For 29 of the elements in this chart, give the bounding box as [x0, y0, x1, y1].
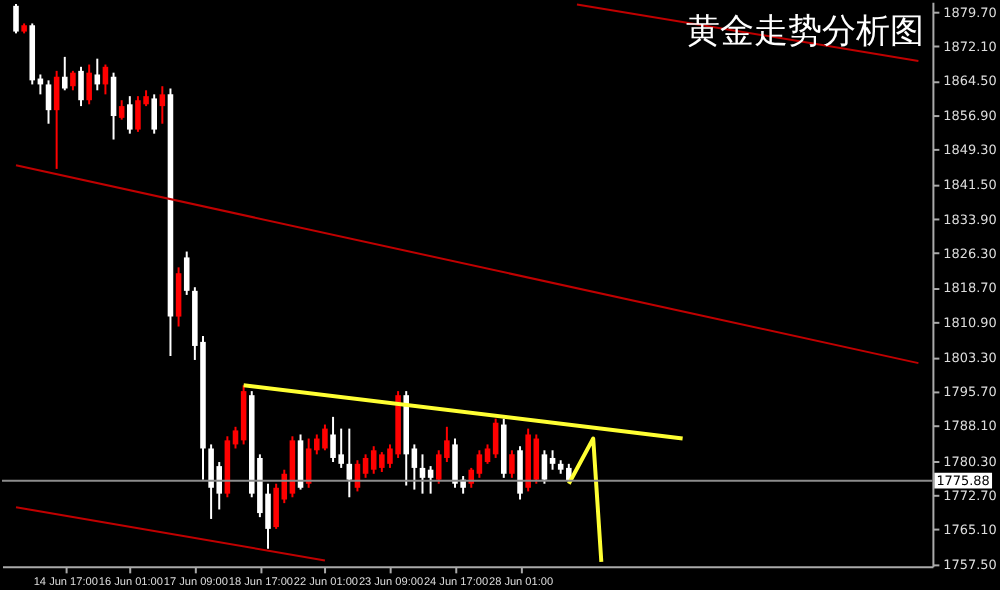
candlestick	[517, 445, 523, 501]
candlestick	[175, 266, 182, 328]
candlestick	[127, 95, 133, 135]
candlestick	[476, 449, 483, 479]
candlestick	[13, 3, 19, 35]
candlestick	[322, 423, 328, 452]
candlestick	[541, 449, 548, 485]
candlestick	[61, 55, 68, 92]
candlestick	[452, 437, 458, 489]
candlestick	[208, 443, 214, 520]
candlestick	[509, 449, 515, 479]
candlestick	[78, 65, 84, 108]
candlestick	[159, 85, 166, 125]
candlestick	[86, 63, 92, 106]
candlestick	[346, 427, 353, 499]
candlestick	[273, 482, 279, 530]
candlestick	[94, 57, 101, 92]
candlestick	[419, 453, 426, 495]
candlestick	[379, 451, 385, 473]
candlestick	[183, 250, 190, 296]
candlestick	[370, 445, 377, 475]
candlestick	[70, 69, 76, 92]
candlestick	[135, 95, 141, 133]
candlestick	[533, 433, 540, 485]
candlestick	[45, 79, 52, 125]
candlestick	[151, 93, 157, 135]
candlestick	[330, 415, 336, 464]
candlestick	[338, 427, 344, 469]
candlestick	[118, 99, 125, 121]
